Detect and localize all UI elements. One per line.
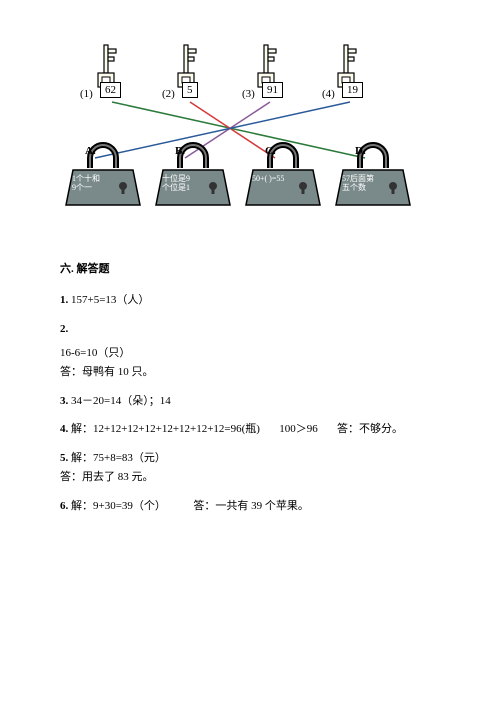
key-number-label: (2) (162, 88, 175, 100)
lock-letter-label: B. (175, 145, 185, 157)
matching-diagram: (1) 62 (2) 5 (3) 91 (4) 19 A. 1个十和9个一 B. 十位是9个位是1 C… (60, 40, 440, 215)
key-value-box: 91 (262, 82, 283, 98)
answer-num: 6. (60, 500, 68, 512)
answer-5: 5. 解：75+8=83（元） 答：用去了 83 元。 (60, 449, 440, 486)
lock-letter-label: A. (85, 145, 96, 157)
answer-num: 4. (60, 423, 68, 435)
answer-text: 解：12+12+12+12+12+12+12+12=96(瓶) (71, 423, 260, 435)
answer-4: 4. 解：12+12+12+12+12+12+12+12=96(瓶) 100＞9… (60, 420, 440, 439)
key-number-label: (3) (242, 88, 255, 100)
answer-num: 3. (60, 395, 68, 407)
lock-text: 十位是9个位是1 (162, 175, 217, 193)
lock-text: 1个十和9个一 (72, 175, 127, 193)
key-value-box: 5 (182, 82, 198, 98)
section-title: 六. 解答题 (60, 260, 440, 276)
answer-text: 157+5=13（人） (71, 294, 149, 306)
answer-3: 3. 34－20=14（朵）；14 (60, 392, 440, 411)
answer-num: 1. (60, 294, 68, 306)
key-number-label: (1) (80, 88, 93, 100)
answer-1: 1. 157+5=13（人） (60, 291, 440, 310)
lock-letter-label: C. (265, 145, 276, 157)
answer-line: 答：母鸭有 10 只。 (60, 363, 440, 382)
answer-text: 答：不够分。 (337, 423, 403, 435)
lock-text: 57后面第五个数 (342, 175, 397, 193)
answer-text: 答：一共有 39 个苹果。 (193, 500, 309, 512)
answer-text: 34－20=14（朵）；14 (71, 395, 171, 407)
key-number-label: (4) (322, 88, 335, 100)
lock-letter-label: D. (355, 145, 366, 157)
lock-text: 50+( )=55 (252, 175, 307, 184)
answer-num: 2. (60, 323, 68, 335)
answer-text: 100＞96 (279, 423, 318, 435)
answer-text: 解：9+30=39（个） (71, 500, 166, 512)
key-value-box: 62 (100, 82, 121, 98)
answer-line: 解：75+8=83（元） (71, 452, 166, 464)
answer-6: 6. 解：9+30=39（个） 答：一共有 39 个苹果。 (60, 497, 440, 516)
answer-line: 答：用去了 83 元。 (60, 468, 440, 487)
answer-line: 16-6=10（只） (60, 344, 440, 363)
key-value-box: 19 (342, 82, 363, 98)
answer-2: 2. 16-6=10（只） 答：母鸭有 10 只。 (60, 320, 440, 382)
answer-num: 5. (60, 452, 68, 464)
